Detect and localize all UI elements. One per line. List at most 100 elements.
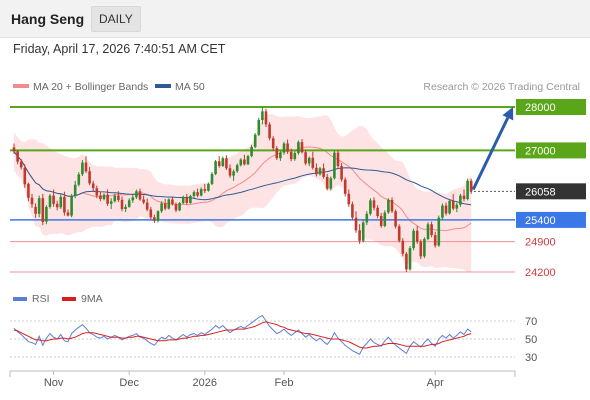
candle-body [27,183,30,198]
candle [138,188,142,201]
candle [333,150,336,180]
candle-body [372,200,376,208]
candle-body [149,209,153,218]
candle-body [239,159,243,166]
candle-body [289,151,293,160]
candle-body [37,198,41,214]
candle [365,211,369,226]
candle-body [228,168,232,176]
time-tick-label: 2026 [193,377,217,389]
candle-body [174,204,178,211]
candle [235,163,239,173]
candle [185,193,189,205]
candle-body [315,167,318,175]
candle-body [163,203,167,209]
candle [268,122,271,141]
candle-body [34,206,37,214]
candle [178,202,181,212]
candle-body [423,239,426,257]
candle [189,194,192,204]
candle [120,196,124,212]
resistance-label-bg [516,142,586,159]
candle [340,163,343,182]
candle-body [304,152,307,164]
candle [192,190,196,199]
candle [304,149,307,166]
candle [300,139,304,154]
period-button[interactable]: DAILY [91,6,141,32]
candle [322,163,325,179]
ma20-legend-label: MA 20 + Bollinger Bands [33,81,148,93]
candle [289,148,293,162]
candle [405,252,408,272]
candle-body [113,195,117,202]
candle [160,201,163,213]
last-price-label: 26058 [525,186,556,198]
candle [282,141,286,155]
candle [127,198,131,208]
candle [451,193,455,211]
rsi-legend-swatch [13,297,27,301]
candle [459,193,462,207]
candle-body [376,207,379,216]
candle-body [185,196,189,203]
candle [117,191,120,203]
candle [261,107,264,125]
candle [307,156,311,167]
candle-body [250,146,253,157]
candle [329,176,333,191]
candle [19,159,23,170]
candle-body [73,184,77,196]
candle [48,193,52,209]
candle [387,198,390,214]
candle-body [45,206,48,222]
candle-body [19,161,23,168]
candle-body [12,147,16,152]
candle-body [390,199,394,212]
candle [228,164,232,178]
candle [441,203,444,220]
candle-body [286,143,289,152]
candle [45,205,48,225]
candle [415,225,419,244]
resistance-label: 27000 [525,145,556,157]
9ma-legend-swatch [62,297,76,301]
time-tick-label: Dec [119,377,139,389]
candle [30,193,34,208]
candle [376,205,379,219]
main-plot: 28000 27000 26058 25400 24900 24200 [10,99,586,279]
candle [318,166,322,176]
chart-timestamp: Friday, April 17, 2026 7:40:51 AM CET [13,42,226,56]
candle [462,189,466,202]
time-tick-label: Nov [44,377,64,389]
support-label: 24900 [525,237,556,249]
candle [383,210,387,228]
candle [325,173,329,191]
bollinger-band [14,114,472,273]
candle-body [433,235,437,246]
candle-body [160,203,163,212]
candle-body [207,183,210,191]
candle-body [307,157,311,164]
candle-body [189,196,192,203]
candle [12,143,16,154]
candle-body [135,191,138,198]
candle-body [70,196,73,216]
candle [88,166,91,186]
candle-body [397,226,401,241]
resistance-label: 28000 [525,102,556,114]
candle [361,219,365,243]
projection-arrow-head [502,107,514,121]
candle-body [351,204,354,218]
support-label: 24200 [525,267,556,279]
time-tick-label: Apr [427,377,444,389]
candle [142,195,145,205]
candle-body [347,193,351,205]
candle-body [462,195,466,200]
candle-body [235,165,239,172]
candle-body [232,171,235,176]
rsi-legend-label: RSI [32,293,50,305]
candle [311,151,315,170]
candle [199,187,203,197]
ma50-line [13,151,472,206]
